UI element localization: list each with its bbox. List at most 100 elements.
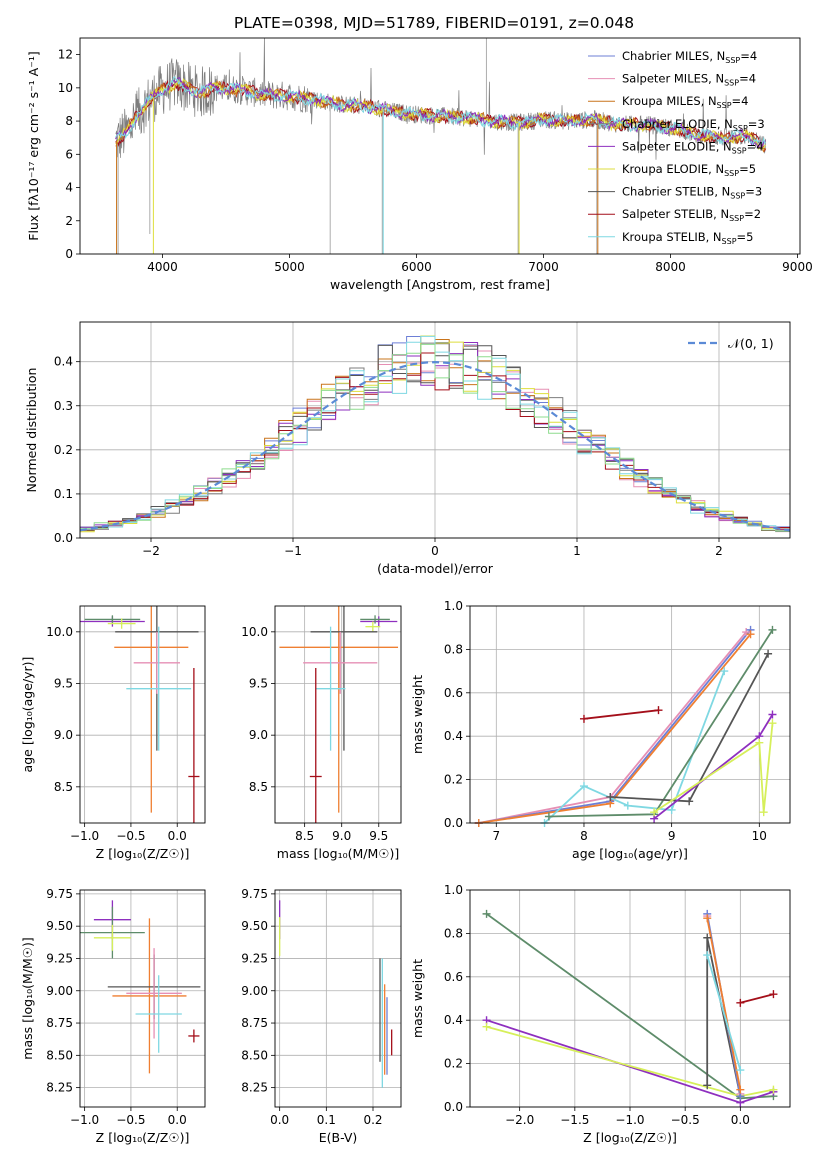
x-tick-label: 1	[573, 544, 581, 558]
y-tick-label: 0.6	[444, 970, 463, 984]
x-tick-label: 9	[668, 829, 676, 843]
legend-label: Chabrier ELODIE, N	[622, 117, 733, 131]
weight-vs-age-plot-area	[478, 629, 774, 823]
legend-label: Kroupa ELODIE, N	[622, 162, 724, 176]
x-axis-label: wavelength [Angstrom, rest frame]	[330, 277, 550, 292]
y-tick-label: 0.4	[444, 729, 463, 743]
legend-entry: Kroupa STELIB, NSSP=5	[622, 230, 753, 246]
legend-entry: 𝒩(0, 1)	[728, 336, 774, 351]
y-tick-label: 9.75	[241, 887, 268, 901]
x-tick-label: 9.5	[369, 829, 388, 843]
legend-label: Chabrier MILES, N	[622, 49, 725, 63]
y-axis-label: mass [log₁₀(M/M☉)]	[20, 937, 35, 1059]
legend-subscript: SSP	[730, 192, 745, 201]
weight-point-marker	[667, 805, 676, 814]
x-axis-label: (data-model)/error	[377, 561, 494, 576]
age-vs-mass-plot-area	[279, 606, 399, 823]
legend-subscript: SSP	[732, 146, 747, 155]
x-tick-label: 8	[580, 829, 588, 843]
y-tick-label: 8.50	[46, 1048, 73, 1062]
weight-vs-Z-frame	[469, 889, 791, 1108]
weight-point-marker	[703, 914, 712, 923]
legend-suffix: =5	[737, 230, 754, 244]
legend-suffix: =2	[744, 207, 761, 221]
y-tick-label: 0.8	[444, 926, 463, 940]
y-tick-label: 8.75	[241, 1016, 268, 1030]
x-tick-label: −2	[142, 544, 160, 558]
spectrum-panel: 4000 5000 6000 7000 8000 9000 0 2 4 6 8 10 12 wavelen…	[26, 37, 813, 292]
y-tick-label: 0.3	[54, 399, 73, 413]
y-tick-label: 1.0	[444, 599, 463, 613]
x-tick-label: 0.0	[270, 1113, 289, 1127]
y-tick-label: 0.1	[54, 487, 73, 501]
x-tick-label: 0.0	[731, 1113, 750, 1127]
x-tick-label: 5000	[274, 260, 305, 274]
x-tick-label: 9000	[782, 260, 813, 274]
y-tick-label: 9.00	[241, 984, 268, 998]
legend-entry: Salpeter MILES, NSSP=4	[622, 72, 756, 88]
weight-point-marker	[736, 998, 745, 1007]
spectrum-frame	[79, 37, 801, 255]
x-axis-label: E(B-V)	[319, 1130, 358, 1145]
age-vs-Z-frame	[79, 605, 206, 824]
y-axis-label: mass weight	[410, 675, 425, 754]
weight-point-marker	[544, 812, 553, 821]
y-tick-label: 9.5	[54, 677, 73, 691]
legend-entry: Chabrier STELIB, NSSP=3	[622, 185, 762, 201]
legend-subscript: SSP	[733, 124, 748, 133]
x-tick-label: 0.1	[317, 1113, 336, 1127]
weight-series-line	[653, 723, 774, 813]
x-tick-label: −0.5	[671, 1113, 700, 1127]
x-tick-label: −0.5	[116, 1113, 145, 1127]
y-tick-label: 1.0	[444, 883, 463, 897]
x-tick-label: −1.5	[560, 1113, 589, 1127]
weight-point-marker	[769, 990, 778, 999]
weight-series-line	[478, 631, 747, 823]
y-axis-label: age [log₁₀(age/yr)]	[20, 657, 35, 773]
y-axis-label: mass weight	[410, 959, 425, 1038]
legend-suffix: =4	[739, 72, 756, 86]
legend-label: Kroupa STELIB, N	[622, 230, 722, 244]
weight-point-marker	[769, 1085, 778, 1094]
weight-point-marker	[768, 719, 777, 728]
legend-label: Salpeter MILES, N	[622, 72, 724, 86]
y-tick-label: 8.25	[241, 1081, 268, 1095]
legend-label: Kroupa MILES, N	[622, 94, 717, 108]
y-tick-label: 9.5	[249, 677, 268, 691]
x-tick-label: 10	[752, 829, 767, 843]
weight-point-marker	[650, 808, 659, 817]
weight-series-line	[610, 653, 769, 803]
weight-point-marker	[703, 933, 712, 942]
y-tick-label: 0.4	[54, 355, 73, 369]
x-tick-label: −1.0	[70, 1113, 99, 1127]
y-tick-label: 0	[65, 247, 73, 261]
residuals-legend: 𝒩(0, 1)	[688, 336, 774, 351]
legend-entry: Salpeter ELODIE, NSSP=4	[622, 139, 764, 155]
y-tick-label: 9.25	[46, 951, 73, 965]
y-tick-label: 9.50	[241, 919, 268, 933]
weight-point-marker	[703, 1081, 712, 1090]
y-tick-label: 0.2	[54, 443, 73, 457]
weight-point-marker	[482, 1022, 491, 1031]
weight-point-marker	[579, 782, 588, 791]
weight-point-marker	[764, 649, 773, 658]
age-vs-Z-plot-area	[80, 606, 200, 823]
x-axis-label: Z [log₁₀(Z/Z☉)]	[583, 1130, 677, 1145]
legend-subscript: SSP	[729, 214, 744, 223]
spectrum-model-line	[115, 76, 766, 146]
weight-point-marker	[755, 738, 764, 747]
x-tick-label: −1	[284, 544, 302, 558]
x-axis-label: age [log₁₀(age/yr)]	[572, 846, 688, 861]
x-axis-label: Z [log₁₀(Z/Z☉)]	[96, 846, 190, 861]
x-axis-label: Z [log₁₀(Z/Z☉)]	[96, 1130, 190, 1145]
x-tick-label: 6000	[401, 260, 432, 274]
x-tick-label: 4000	[147, 260, 178, 274]
x-tick-label: 7	[492, 829, 500, 843]
y-tick-label: 8.25	[46, 1081, 73, 1095]
y-tick-label: 9.00	[46, 984, 73, 998]
weight-point-marker	[768, 625, 777, 634]
weight-point-marker	[482, 909, 491, 918]
y-tick-label: 9.25	[241, 951, 268, 965]
normal-distribution-curve	[80, 360, 790, 532]
